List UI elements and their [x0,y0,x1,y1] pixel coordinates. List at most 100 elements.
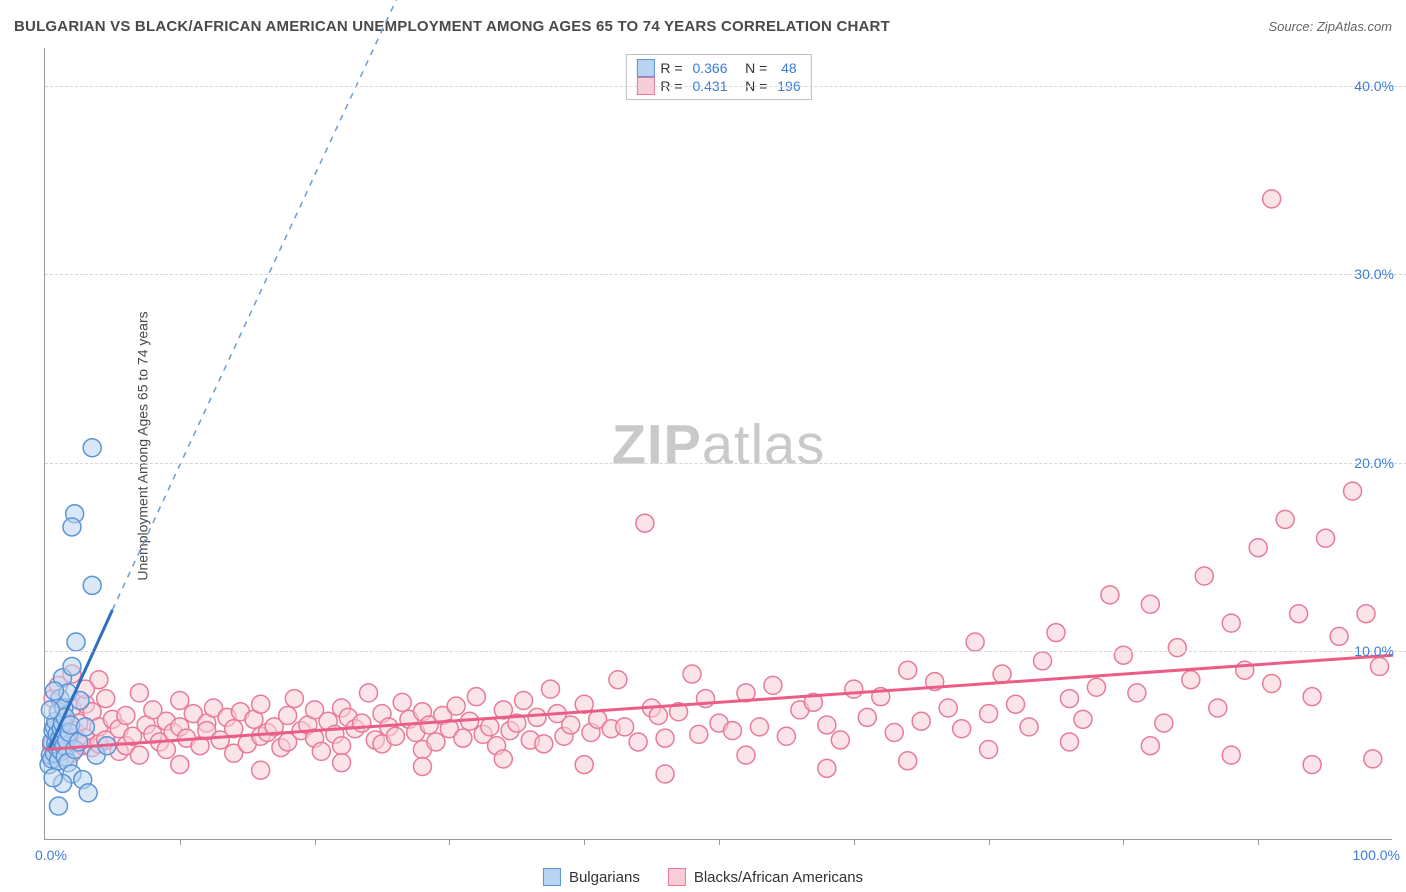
data-point [1222,614,1240,632]
gridline [45,463,1406,464]
data-point [1060,733,1078,751]
data-point [97,690,115,708]
x-tick [180,839,181,845]
data-point [79,784,97,802]
y-tick-label: 40.0% [1354,78,1394,94]
data-point [1303,756,1321,774]
data-point [312,742,330,760]
chart-title: BULGARIAN VS BLACK/AFRICAN AMERICAN UNEM… [14,18,890,35]
data-point [252,695,270,713]
data-point [130,746,148,764]
legend-label: Bulgarians [569,869,640,886]
data-point [912,712,930,730]
data-point [1263,190,1281,208]
data-point [157,740,175,758]
legend-item: Bulgarians [543,868,640,886]
legend-n-label: N = [734,60,776,76]
data-point [609,671,627,689]
data-point [1087,678,1105,696]
data-point [858,708,876,726]
data-point [130,684,148,702]
chart-canvas [45,48,1392,839]
data-point [1303,688,1321,706]
data-point [467,688,485,706]
data-point [67,633,85,651]
data-point [1263,674,1281,692]
legend-r-label: R = [660,60,686,76]
chart-header: BULGARIAN VS BLACK/AFRICAN AMERICAN UNEM… [14,18,1392,35]
data-point [542,680,560,698]
data-point [575,756,593,774]
data-point [1344,482,1362,500]
data-point [1357,605,1375,623]
data-point [562,716,580,734]
data-point [953,720,971,738]
legend-row: R = 0.366 N = 48 [636,59,800,77]
data-point [45,682,63,700]
data-point [1141,737,1159,755]
data-point [764,676,782,694]
data-point [1195,567,1213,585]
legend-swatch [636,59,654,77]
legend-swatch [543,868,561,886]
data-point [993,665,1011,683]
x-tick [719,839,720,845]
data-point [83,576,101,594]
data-point [818,759,836,777]
data-point [690,725,708,743]
data-point [353,714,371,732]
x-axis-min-label: 0.0% [35,847,67,863]
data-point [656,729,674,747]
data-point [1060,690,1078,708]
series-legend: BulgariansBlacks/African Americans [543,868,863,886]
data-point [49,797,67,815]
data-point [171,691,189,709]
data-point [1168,639,1186,657]
data-point [1155,714,1173,732]
x-tick [1123,839,1124,845]
data-point [723,722,741,740]
data-point [63,518,81,536]
data-point [76,718,94,736]
data-point [629,733,647,751]
data-point [683,665,701,683]
gridline [45,274,1406,275]
data-point [649,707,667,725]
x-tick [1258,839,1259,845]
data-point [393,693,411,711]
data-point [939,699,957,717]
data-point [737,746,755,764]
data-point [1330,627,1348,645]
data-point [616,718,634,736]
data-point [1114,646,1132,664]
data-point [966,633,984,651]
data-point [845,680,863,698]
x-tick [449,839,450,845]
data-point [285,690,303,708]
data-point [333,737,351,755]
data-point [171,756,189,774]
data-point [333,754,351,772]
legend-r-value: 0.366 [692,60,727,76]
data-point [515,691,533,709]
gridline [45,651,1406,652]
data-point [481,718,499,736]
y-tick-label: 10.0% [1354,643,1394,659]
data-point [427,733,445,751]
data-point [454,729,472,747]
data-point [1047,624,1065,642]
data-point [1209,699,1227,717]
data-point [1101,586,1119,604]
data-point [117,707,135,725]
data-point [1276,510,1294,528]
chart-source: Source: ZipAtlas.com [1268,19,1392,34]
data-point [386,727,404,745]
data-point [831,731,849,749]
trend-line-extension [112,0,409,610]
correlation-legend: R = 0.366 N = 48R = 0.431 N = 196 [625,54,811,100]
data-point [777,727,795,745]
trend-line [45,655,1393,749]
data-point [1364,750,1382,768]
gridline [45,86,1406,87]
data-point [899,752,917,770]
